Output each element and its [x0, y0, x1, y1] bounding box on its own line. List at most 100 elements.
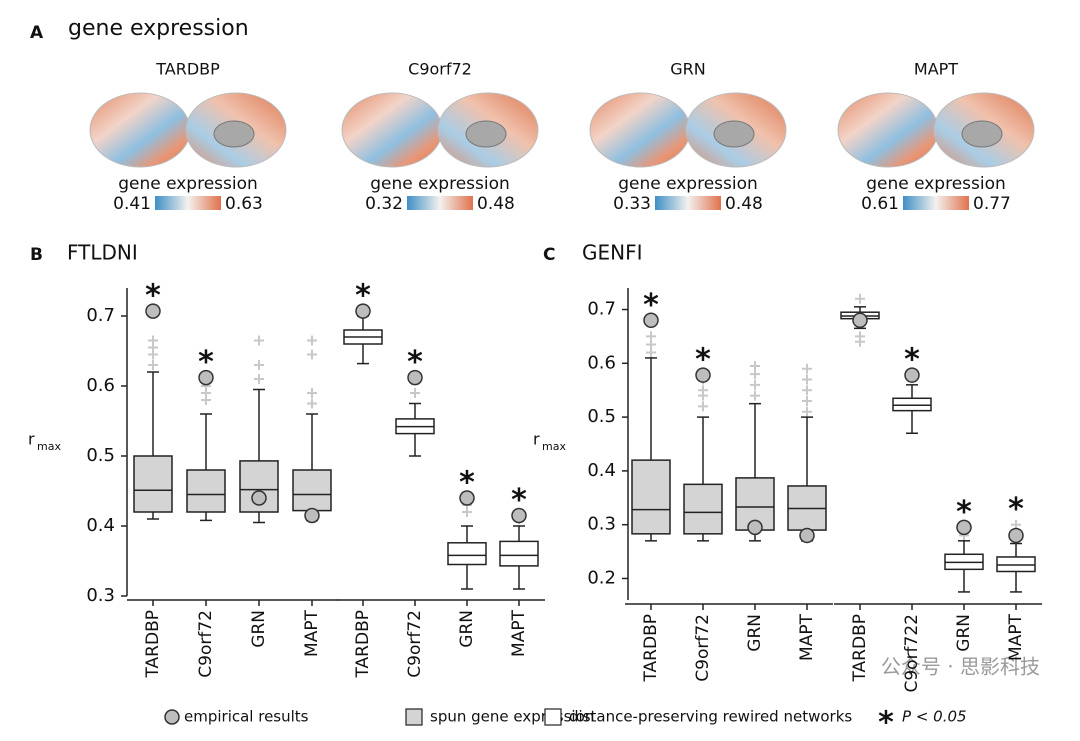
x-tick-label: MAPT	[1006, 613, 1026, 661]
empirical-point	[1008, 527, 1024, 544]
colorbar-max: 0.48	[725, 194, 763, 214]
colorbar	[655, 196, 721, 210]
y-tick-label: 0.4	[86, 515, 115, 536]
box	[292, 469, 332, 512]
x-tick-label: MAPT	[797, 613, 817, 661]
chart-title: FTLDNI	[67, 241, 138, 265]
empirical-point	[407, 369, 423, 386]
y-tick-label: 0.3	[86, 585, 115, 606]
significance-mark: *	[904, 343, 920, 378]
colorbar-label: gene expression	[866, 174, 1006, 194]
outlier	[410, 388, 420, 398]
brain-medial	[961, 120, 1003, 148]
outlier	[307, 349, 317, 360]
box	[683, 483, 723, 535]
y-tick-label: 0.3	[587, 514, 616, 535]
legend-label: empirical results	[184, 708, 309, 726]
colorbar-min: 0.61	[861, 194, 899, 214]
outlier	[802, 395, 812, 406]
x-tick-label: GRN	[457, 610, 477, 648]
colorbar	[155, 196, 221, 210]
significance-mark: *	[1008, 492, 1024, 527]
outlier	[307, 398, 317, 409]
watermark: 公众号 · 思影科技	[881, 655, 1040, 679]
outlier	[750, 379, 760, 390]
x-tick-label: C9orf72	[196, 610, 216, 678]
x-tick-label: MAPT	[509, 609, 529, 657]
empirical-point	[799, 527, 815, 544]
colorbar-label: gene expression	[370, 174, 510, 194]
x-tick-label: TARDBP	[641, 614, 661, 683]
outlier	[307, 335, 317, 346]
brain	[589, 92, 691, 168]
x-tick-label: C9orf72	[405, 610, 425, 678]
empirical-point	[747, 519, 763, 536]
outlier	[750, 361, 760, 371]
outlier	[254, 374, 264, 384]
panel-letter: C	[543, 245, 555, 265]
significance-mark: *	[355, 279, 371, 314]
x-tick-label: GRN	[954, 614, 974, 652]
legend-swatch	[164, 709, 180, 725]
colorbar-label: gene expression	[618, 174, 758, 194]
chart-title: GENFI	[582, 241, 643, 265]
empirical-point	[355, 303, 371, 319]
empirical-point	[956, 519, 972, 536]
box	[892, 397, 932, 412]
y-label-sub: max	[542, 440, 566, 453]
brain	[837, 92, 939, 168]
x-tick-label: TARDBP	[143, 610, 163, 679]
colorbar	[407, 196, 473, 210]
box	[133, 455, 173, 513]
brain-medial	[213, 120, 255, 148]
panel-letter: A	[30, 23, 44, 43]
box	[186, 469, 226, 513]
outlier	[855, 331, 865, 342]
x-tick-label: MAPT	[302, 609, 322, 657]
colorbar-max: 0.77	[973, 194, 1011, 214]
x-tick-label: GRN	[745, 614, 765, 652]
outlier	[698, 401, 708, 412]
legend-swatch	[405, 708, 423, 726]
empirical-point	[511, 507, 527, 524]
empirical-point	[852, 312, 868, 329]
outlier	[148, 335, 158, 346]
outlier	[698, 385, 708, 396]
empirical-point	[695, 367, 711, 383]
empirical-point	[251, 490, 267, 506]
outlier	[855, 293, 865, 304]
brain	[89, 92, 191, 168]
outlier	[254, 360, 264, 370]
box	[996, 556, 1036, 573]
y-tick-label: 0.5	[587, 406, 616, 427]
y-label: r	[28, 430, 35, 449]
x-tick-label: GRN	[249, 610, 269, 648]
outlier	[646, 331, 656, 342]
significance-mark: *	[695, 343, 711, 378]
box	[447, 542, 487, 566]
colorbar-max: 0.48	[477, 194, 515, 214]
significance-mark: *	[198, 345, 214, 380]
gene-name: MAPT	[914, 60, 958, 79]
outlier	[802, 374, 812, 385]
legend-swatch	[544, 708, 562, 726]
x-tick-label: C9orf722	[902, 614, 922, 693]
brain	[341, 92, 443, 168]
panel-title: gene expression	[68, 16, 249, 41]
brain-medial	[713, 120, 755, 148]
y-tick-label: 0.2	[587, 567, 616, 588]
legend-label: P < 0.05	[902, 708, 967, 726]
outlier	[802, 406, 812, 417]
colorbar-max: 0.63	[225, 194, 263, 214]
y-tick-label: 0.7	[86, 305, 115, 326]
y-tick-label: 0.6	[86, 375, 115, 396]
significance-mark: *	[643, 288, 659, 323]
outlier	[802, 385, 812, 396]
outlier	[254, 335, 264, 346]
significance-mark: *	[511, 483, 527, 518]
significance-mark: *	[145, 279, 161, 314]
x-tick-label: C9orf72	[693, 614, 713, 682]
legend-symbol: *	[878, 706, 894, 741]
y-tick-label: 0.5	[86, 445, 115, 466]
